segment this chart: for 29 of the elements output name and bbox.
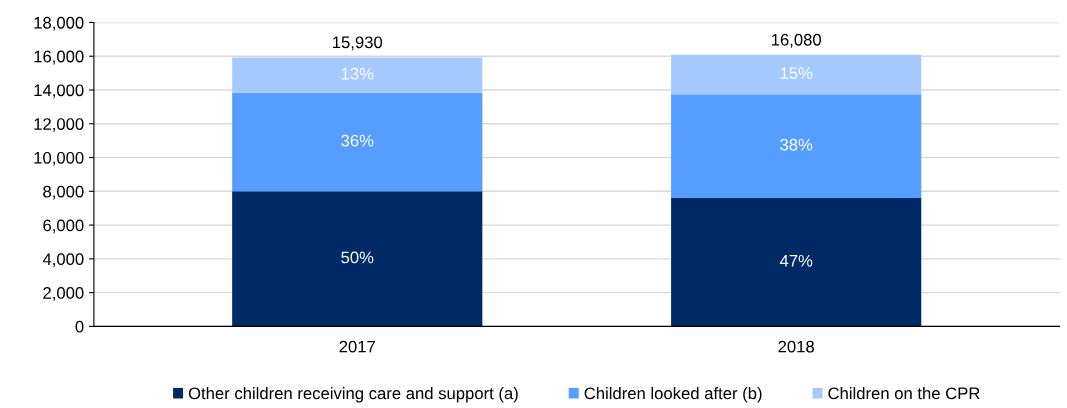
bar	[232, 57, 483, 93]
legend-label: Children looked after (b)	[584, 386, 762, 403]
y-tick-label: 4,000	[42, 253, 84, 268]
annotation: 50%	[341, 251, 374, 264]
y-tick-label: 2,000	[43, 287, 84, 301]
y-tick-label: 6,000	[43, 219, 84, 234]
x-tick-label: 2018	[778, 340, 814, 353]
x-tick-label: 2017	[339, 340, 375, 353]
bar	[232, 191, 483, 327]
annotation: 15%	[780, 67, 813, 80]
y-tick-label: 8,000	[43, 185, 84, 200]
bar	[671, 94, 922, 199]
y-tick-label: 12,000	[34, 118, 84, 132]
bar	[671, 54, 922, 95]
annotation: 13%	[341, 67, 374, 80]
y-tick-label: 18,000	[34, 16, 84, 31]
annotation: 38%	[780, 138, 813, 151]
bar	[232, 92, 483, 192]
y-tick-label: 10,000	[34, 151, 84, 166]
legend-label: Other children receiving care and support (a)	[188, 386, 518, 403]
total-label: 16,080	[771, 33, 822, 48]
legend-label: Children on the CPR	[828, 386, 980, 400]
total-label: 15,930	[333, 36, 383, 51]
y-tick-label: 14,000	[34, 84, 84, 99]
y-tick-label: 0	[75, 320, 84, 333]
y-tick-label: 16,000	[34, 50, 84, 65]
annotation: 36%	[341, 134, 374, 147]
annotation: 47%	[779, 254, 813, 267]
bar	[671, 198, 922, 327]
